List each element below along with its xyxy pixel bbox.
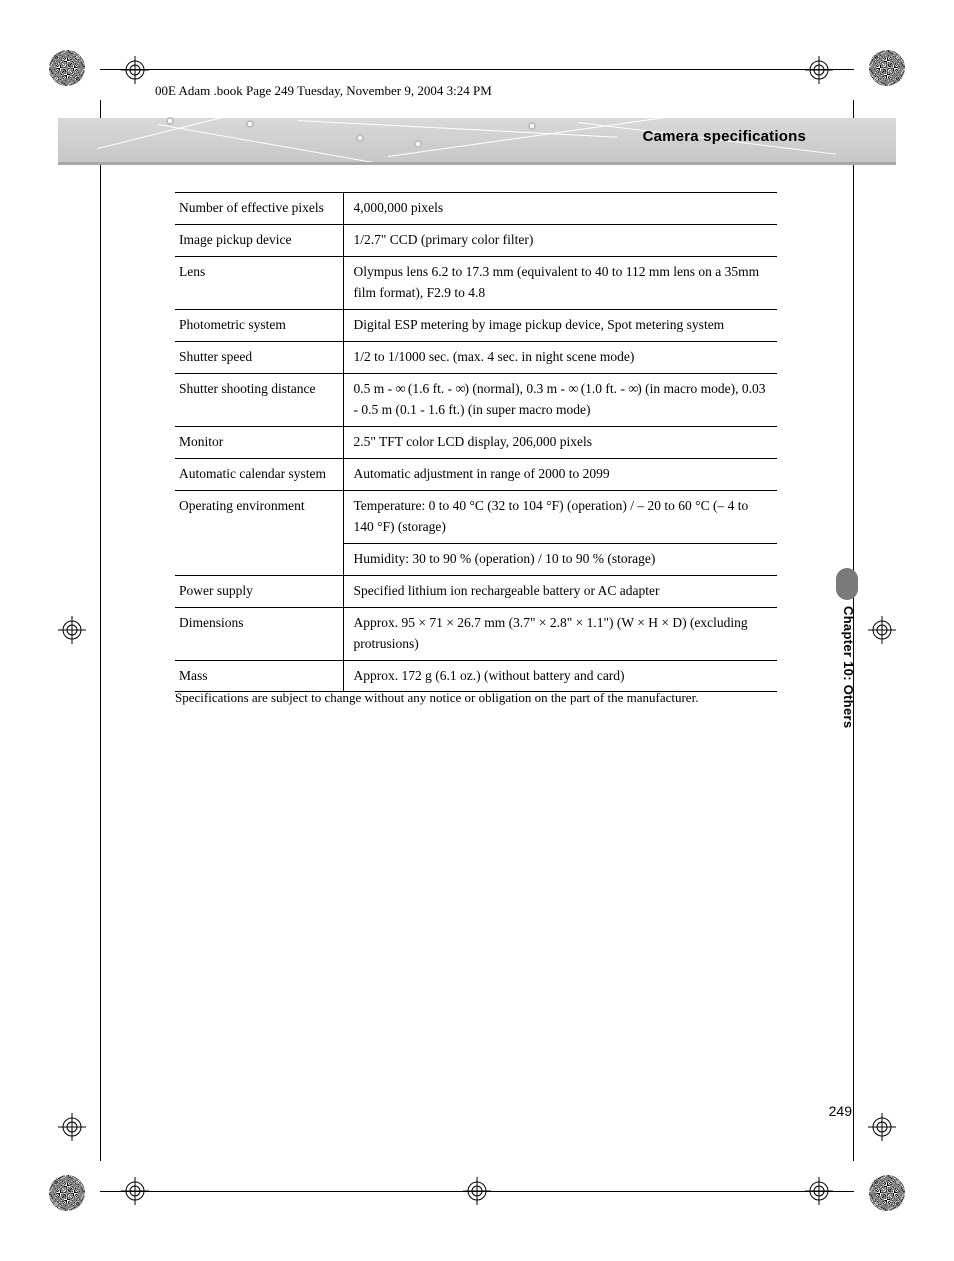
table-row: Photometric systemDigital ESP metering b… <box>175 309 777 341</box>
printer-mark-star <box>49 1175 85 1211</box>
table-row: LensOlympus lens 6.2 to 17.3 mm (equival… <box>175 256 777 309</box>
spec-label: Automatic calendar system <box>175 459 343 491</box>
spec-value: 0.5 m - ∞ (1.6 ft. - ∞) (normal), 0.3 m … <box>343 373 777 427</box>
spec-value: Digital ESP metering by image pickup dev… <box>343 309 777 341</box>
printer-mark-star <box>869 1175 905 1211</box>
spec-label: Photometric system <box>175 309 343 341</box>
spec-value: Olympus lens 6.2 to 17.3 mm (equivalent … <box>343 256 777 309</box>
printer-mark-star <box>869 50 905 86</box>
spec-label: Number of effective pixels <box>175 193 343 225</box>
section-underline <box>58 162 896 165</box>
table-row: Power supplySpecified lithium ion rechar… <box>175 575 777 607</box>
crop-line <box>100 1191 854 1192</box>
spec-value: 2.5" TFT color LCD display, 206,000 pixe… <box>343 427 777 459</box>
footnote-text: Specifications are subject to change wit… <box>175 690 698 706</box>
table-row: MassApprox. 172 g (6.1 oz.) (without bat… <box>175 660 777 692</box>
spec-label: Monitor <box>175 427 343 459</box>
chapter-tab <box>836 568 858 600</box>
spec-label: Image pickup device <box>175 224 343 256</box>
table-row: Automatic calendar systemAutomatic adjus… <box>175 459 777 491</box>
spec-label: Dimensions <box>175 607 343 660</box>
page-number: 249 <box>829 1103 852 1119</box>
table-row: Number of effective pixels4,000,000 pixe… <box>175 193 777 225</box>
registration-mark <box>868 616 896 644</box>
spec-label: Shutter shooting distance <box>175 373 343 427</box>
spec-value: 4,000,000 pixels <box>343 193 777 225</box>
spec-label: Lens <box>175 256 343 309</box>
table-row: Shutter speed1/2 to 1/1000 sec. (max. 4 … <box>175 341 777 373</box>
table-row: DimensionsApprox. 95 × 71 × 26.7 mm (3.7… <box>175 607 777 660</box>
spec-label: Shutter speed <box>175 341 343 373</box>
printer-mark-star <box>49 50 85 86</box>
spec-value: 1/2 to 1/1000 sec. (max. 4 sec. in night… <box>343 341 777 373</box>
registration-mark <box>58 1113 86 1141</box>
spec-value: Temperature: 0 to 40 °C (32 to 104 °F) (… <box>343 490 777 543</box>
registration-mark <box>868 1113 896 1141</box>
section-banner: Camera specifications <box>58 118 896 162</box>
spec-label: Power supply <box>175 575 343 607</box>
spec-value: Automatic adjustment in range of 2000 to… <box>343 459 777 491</box>
registration-mark <box>805 56 833 84</box>
spec-label: Mass <box>175 660 343 692</box>
crop-line <box>100 100 101 1161</box>
table-row: Monitor2.5" TFT color LCD display, 206,0… <box>175 427 777 459</box>
table-row: Shutter shooting distance0.5 m - ∞ (1.6 … <box>175 373 777 427</box>
spec-table: Number of effective pixels4,000,000 pixe… <box>175 192 777 692</box>
spec-value: Specified lithium ion rechargeable batte… <box>343 575 777 607</box>
crop-line <box>100 69 854 70</box>
spec-value: Humidity: 30 to 90 % (operation) / 10 to… <box>343 543 777 575</box>
spec-label: Operating environment <box>175 490 343 575</box>
page-meta-text: 00E Adam .book Page 249 Tuesday, Novembe… <box>155 83 492 99</box>
spec-value: Approx. 95 × 71 × 26.7 mm (3.7" × 2.8" ×… <box>343 607 777 660</box>
registration-mark <box>58 616 86 644</box>
registration-mark <box>121 56 149 84</box>
spec-value: 1/2.7" CCD (primary color filter) <box>343 224 777 256</box>
section-title: Camera specifications <box>643 128 806 145</box>
chapter-label: Chapter 10: Others <box>841 606 856 728</box>
spec-value: Approx. 172 g (6.1 oz.) (without battery… <box>343 660 777 692</box>
table-row: Operating environmentTemperature: 0 to 4… <box>175 490 777 543</box>
table-row: Image pickup device1/2.7" CCD (primary c… <box>175 224 777 256</box>
